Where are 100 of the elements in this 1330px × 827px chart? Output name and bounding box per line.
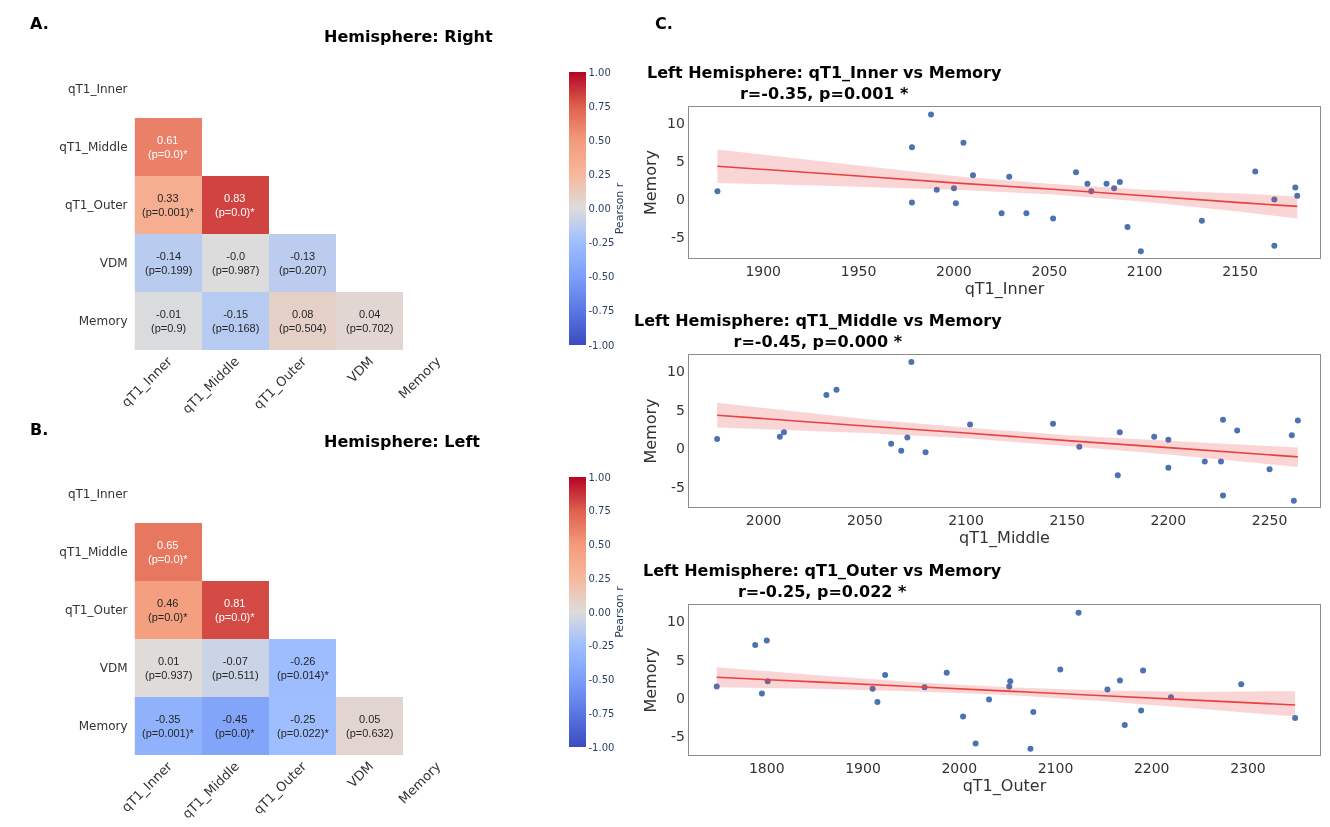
data-label: -0.25 (p=0.022)* [277,713,330,740]
y-tick-label: 5 [675,401,685,418]
color-bar-label: -0.50 [588,674,615,685]
text: B. [30,420,49,439]
point [833,386,840,393]
data-label: 0.61 (p=0.0)* [148,134,189,161]
point [823,392,830,399]
point [1084,180,1091,187]
x-axis-title: qT1_Middle [958,527,1050,548]
y-tick-label: qT1_Inner [67,82,128,97]
point [763,637,770,644]
color-bar-label: 0.50 [588,539,611,550]
text: C. [655,14,673,33]
point [1288,432,1295,439]
color-bar-label: 0.75 [588,505,611,517]
point [1116,677,1123,684]
x-tick-label: 2050 [1031,262,1068,279]
x-tick-label: 2000 [936,262,972,279]
color-bar-label: -1.00 [588,741,615,753]
color-bar-label: 0.25 [588,572,611,584]
point [780,429,787,436]
point [1027,745,1034,752]
point [908,199,915,206]
point [933,186,940,193]
data-label: -0.07 (p=0.511) [212,655,259,682]
color-bar-title: Pearson r [612,182,626,235]
point [1234,427,1241,434]
x-tick-label: 1900 [845,759,881,776]
point [874,698,881,705]
point [1007,678,1014,685]
color-bar-label: 0.00 [588,606,611,618]
x-tick-label: 2250 [1251,511,1288,528]
chart-title: Left Hemisphere: qT1_Outer vs Memory [643,561,1002,580]
data-label: 0.33 (p=0.001)* [142,192,195,219]
data-label: 0.08 (p=0.504) [279,308,327,335]
color-bar-label: -0.25 [588,237,615,249]
y-tick-label: -5 [670,228,685,245]
data-label: -0.35 (p=0.001)* [142,713,195,740]
x-tick-label: 2200 [1133,759,1170,776]
data-label: 0.01 (p=0.937) [145,655,193,682]
point [1030,708,1037,715]
point [1104,686,1111,693]
point [1294,192,1301,199]
point [1271,196,1278,203]
x-tick-label: 1900 [745,262,782,279]
point [1165,436,1172,443]
point [1220,416,1226,423]
point [1023,210,1030,217]
point [950,185,957,192]
data-label: 0.05 (p=0.632) [346,713,394,740]
point [1294,417,1301,424]
data-label: -0.15 (p=0.168) [212,308,260,335]
y-tick-label: 10 [667,363,685,380]
chart-subtitle: r=-0.35, p=0.001 * [739,83,910,103]
y-tick-label: qT1_Inner [67,487,128,502]
color-bar-label: 0.25 [588,168,611,180]
x-tick-label: 2150 [1049,511,1086,528]
point [1076,443,1083,450]
point [1116,429,1123,436]
point [908,144,915,151]
color-bar-label: -0.75 [588,707,615,719]
x-tick-label: 2050 [847,511,883,528]
color-bar-label: -0.75 [588,305,615,317]
point [1252,168,1259,175]
x-tick-label: 1800 [748,759,785,776]
color-bar-label: 0.50 [588,134,611,146]
color-bar-label: 1.00 [588,471,611,483]
data-label: -0.13 (p=0.207) [279,250,327,277]
y-tick-label: qT1_Outer [64,198,128,213]
point [776,433,783,440]
chart-title: Left Hemisphere: qT1_Middle vs Memory [634,311,1003,330]
point [904,434,911,441]
y-tick-label: qT1_Middle [59,545,128,560]
color-bar-label: -0.25 [588,640,615,652]
line-series [716,414,1299,458]
y-tick-label: -5 [670,728,685,745]
y-tick-label: 10 [667,613,685,630]
point [972,740,979,747]
chart-subtitle: r=-0.45, p=0.000 * [733,331,903,351]
y-tick-label: Memory [78,314,128,329]
point [1050,420,1057,427]
point [752,642,759,648]
line-series [716,165,1299,208]
y-tick-label: 0 [675,190,685,207]
point [1140,667,1147,674]
y-tick-label: 5 [675,152,685,169]
data-label: 0.04 (p=0.702) [346,308,394,335]
data-label: -0.26 (p=0.014)* [277,655,330,682]
point [882,672,889,678]
point [1151,433,1158,440]
point [967,421,974,428]
point [952,200,959,207]
point [928,111,935,118]
data-label: 0.81 (p=0.0)* [215,597,256,624]
x-tick-label: 2000 [745,511,782,528]
point [1057,666,1064,673]
point [1075,609,1082,616]
point [1137,248,1144,255]
color-bar-label: -1.00 [588,339,615,351]
color-bar-label: 1.00 [588,66,611,78]
